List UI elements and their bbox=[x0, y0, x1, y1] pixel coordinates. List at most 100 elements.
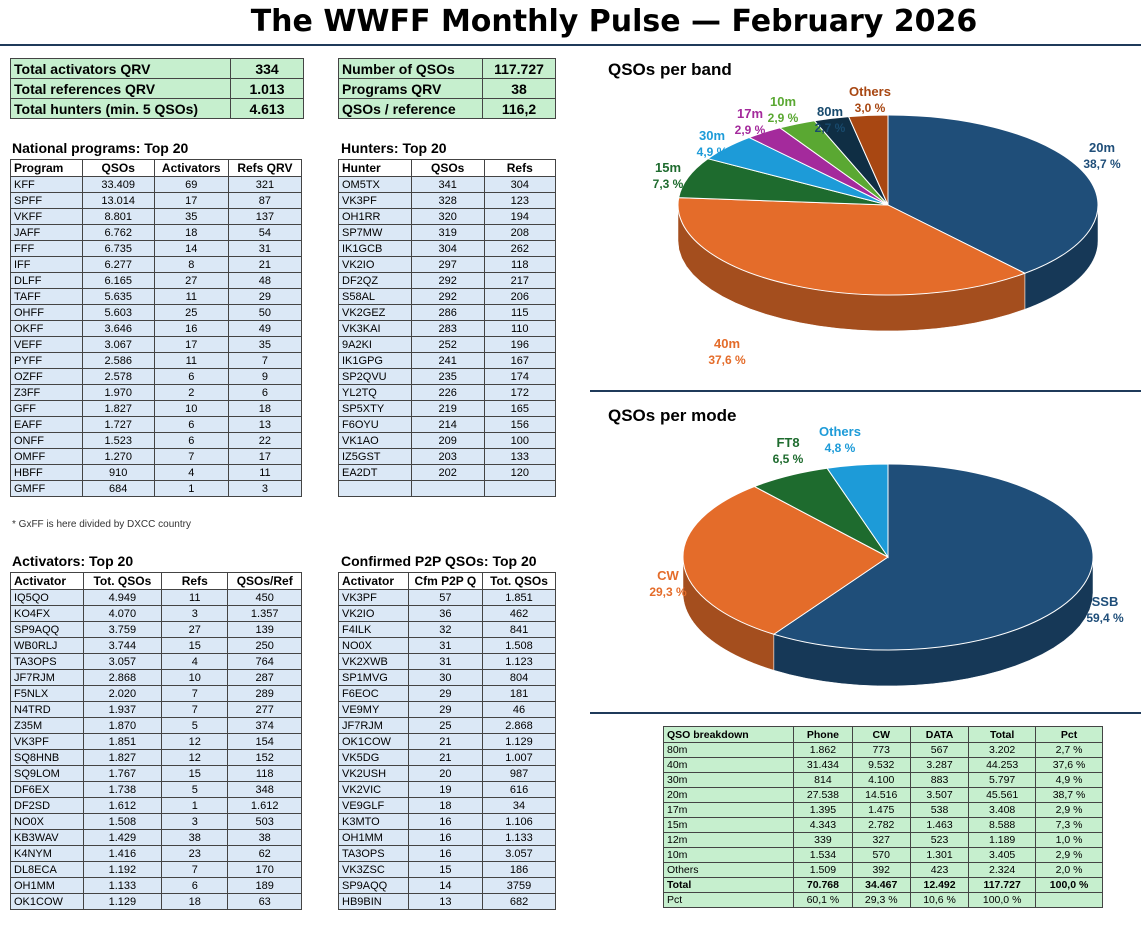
table-cell: 5 bbox=[161, 717, 229, 734]
header-row: QSO breakdown Phone CW DATA Total Pct bbox=[662, 726, 1103, 743]
slice-label: 10m bbox=[770, 94, 796, 109]
table-cell: SQ9LOM bbox=[10, 765, 84, 782]
table-cell: 1 bbox=[161, 797, 229, 814]
table-cell: 6.762 bbox=[81, 224, 155, 241]
table-cell: 34.467 bbox=[851, 877, 911, 893]
table-row: PYFF 2.586 11 7 bbox=[10, 352, 303, 369]
table-cell: 63 bbox=[227, 893, 302, 910]
table-cell: 1.416 bbox=[82, 845, 163, 862]
table-cell: 764 bbox=[227, 653, 302, 670]
table-cell: 25 bbox=[153, 304, 229, 321]
table-cell: SP1MVG bbox=[338, 669, 409, 686]
table-cell: 1.301 bbox=[909, 847, 970, 863]
table-cell: 100,0 % bbox=[1035, 877, 1103, 893]
table-cell: 286 bbox=[410, 304, 485, 321]
table-cell: VK2USH bbox=[338, 765, 409, 782]
table-cell: 16 bbox=[407, 829, 484, 846]
table-cell: GFF bbox=[10, 400, 83, 417]
table-cell: 20m bbox=[662, 787, 795, 803]
slice-pct-label: 7,3 % bbox=[653, 177, 684, 191]
table-cell: 1.827 bbox=[81, 400, 155, 417]
pie-slice-ssb bbox=[772, 463, 1094, 651]
table-row: DF6EX 1.738 5 348 bbox=[10, 781, 302, 798]
table-cell: S58AL bbox=[338, 288, 412, 305]
table-cell: 27.538 bbox=[793, 787, 853, 803]
table-row: HB9BIN 13 682 bbox=[338, 893, 556, 910]
slice-pct-label: 37,6 % bbox=[708, 353, 746, 367]
table-cell: 4 bbox=[153, 464, 229, 481]
table-cell: 4,9 % bbox=[1035, 772, 1103, 788]
table-cell: 814 bbox=[793, 772, 853, 788]
table-cell: DL8ECA bbox=[10, 861, 84, 878]
table-cell: 450 bbox=[227, 589, 302, 606]
table-cell: SQ8HNB bbox=[10, 749, 84, 766]
table-cell: 10 bbox=[153, 400, 229, 417]
summary-value: 1.013 bbox=[230, 78, 304, 99]
table-cell: 1,0 % bbox=[1035, 832, 1103, 848]
table-cell: NO0X bbox=[338, 637, 409, 654]
table-cell: JAFF bbox=[10, 224, 83, 241]
column-header: Activators bbox=[153, 159, 229, 177]
national-title: National programs: Top 20 bbox=[12, 140, 189, 156]
table-row: OH1MM 16 1.133 bbox=[338, 829, 556, 846]
table-cell: 35 bbox=[227, 336, 303, 353]
table-cell: 17m bbox=[662, 802, 795, 818]
table-cell: 841 bbox=[482, 621, 556, 638]
slice-pct-label: 2,9 % bbox=[735, 123, 766, 137]
table-cell: Pct bbox=[662, 892, 795, 908]
table-cell: 1.429 bbox=[82, 829, 163, 846]
table-row: 10m 1.534 570 1.301 3.405 2,9 % bbox=[662, 847, 1103, 863]
table-cell: 209 bbox=[410, 432, 485, 449]
table-row: Total 70.768 34.467 12.492 117.727 100,0 % bbox=[662, 877, 1103, 893]
table-cell: 682 bbox=[482, 893, 556, 910]
table-cell: 262 bbox=[483, 240, 557, 257]
table-row: SP2QVU 235 174 bbox=[338, 368, 557, 385]
table-cell: 29 bbox=[407, 701, 484, 718]
band-chart-title: QSOs per band bbox=[608, 60, 732, 79]
table-cell: 214 bbox=[410, 416, 485, 433]
table-row: 17m 1.395 1.475 538 3.408 2,9 % bbox=[662, 802, 1103, 818]
table-row: VE9MY 29 46 bbox=[338, 701, 556, 718]
table-cell: 137 bbox=[227, 208, 303, 225]
table-cell: 139 bbox=[227, 621, 302, 638]
table-cell: 6.277 bbox=[81, 256, 155, 273]
table-cell: OKFF bbox=[10, 320, 83, 337]
table-row: TAFF 5.635 11 29 bbox=[10, 288, 303, 305]
table-cell: 1.523 bbox=[81, 432, 155, 449]
table-cell: 14.516 bbox=[851, 787, 911, 803]
table-cell: 12.492 bbox=[909, 877, 970, 893]
column-header: Hunter bbox=[338, 159, 412, 177]
table-row: DLFF 6.165 27 48 bbox=[10, 272, 303, 289]
table-cell: 20 bbox=[407, 765, 484, 782]
table-row: F4ILK 32 841 bbox=[338, 621, 556, 638]
table-cell: 2.868 bbox=[482, 717, 556, 734]
table-row: DL8ECA 1.192 7 170 bbox=[10, 861, 302, 878]
slice-pct-label: 59,4 % bbox=[1086, 611, 1124, 625]
table-cell: Z35M bbox=[10, 717, 84, 734]
table-cell: VK3PF bbox=[338, 192, 412, 209]
table-row: F6EOC 29 181 bbox=[338, 685, 556, 702]
table-cell: IK1GCB bbox=[338, 240, 412, 257]
table-row: 80m 1.862 773 567 3.202 2,7 % bbox=[662, 742, 1103, 758]
table-cell: 297 bbox=[410, 256, 485, 273]
chart-divider-1 bbox=[590, 390, 1141, 392]
slice-label: 80m bbox=[817, 104, 843, 119]
table-cell: 57 bbox=[407, 589, 484, 606]
table-cell: 1.129 bbox=[482, 733, 556, 750]
summary-row: Number of QSOs 117.727 bbox=[338, 58, 556, 79]
table-row: 9A2KI 252 196 bbox=[338, 336, 557, 353]
table-cell: WB0RLJ bbox=[10, 637, 84, 654]
table-cell: 1.133 bbox=[82, 877, 163, 894]
table-cell: KO4FX bbox=[10, 605, 84, 622]
slice-pct-label: 2,7 % bbox=[815, 121, 846, 135]
table-cell: 115 bbox=[483, 304, 557, 321]
table-cell: 327 bbox=[851, 832, 911, 848]
table-cell: 36 bbox=[407, 605, 484, 622]
table-cell: Z3FF bbox=[10, 384, 83, 401]
table-cell: TA3OPS bbox=[10, 653, 84, 670]
table-cell: NO0X bbox=[10, 813, 84, 830]
table-cell: 21 bbox=[407, 733, 484, 750]
table-row: OHFF 5.603 25 50 bbox=[10, 304, 303, 321]
table-cell: 15 bbox=[161, 637, 229, 654]
slice-label: 17m bbox=[737, 106, 763, 121]
